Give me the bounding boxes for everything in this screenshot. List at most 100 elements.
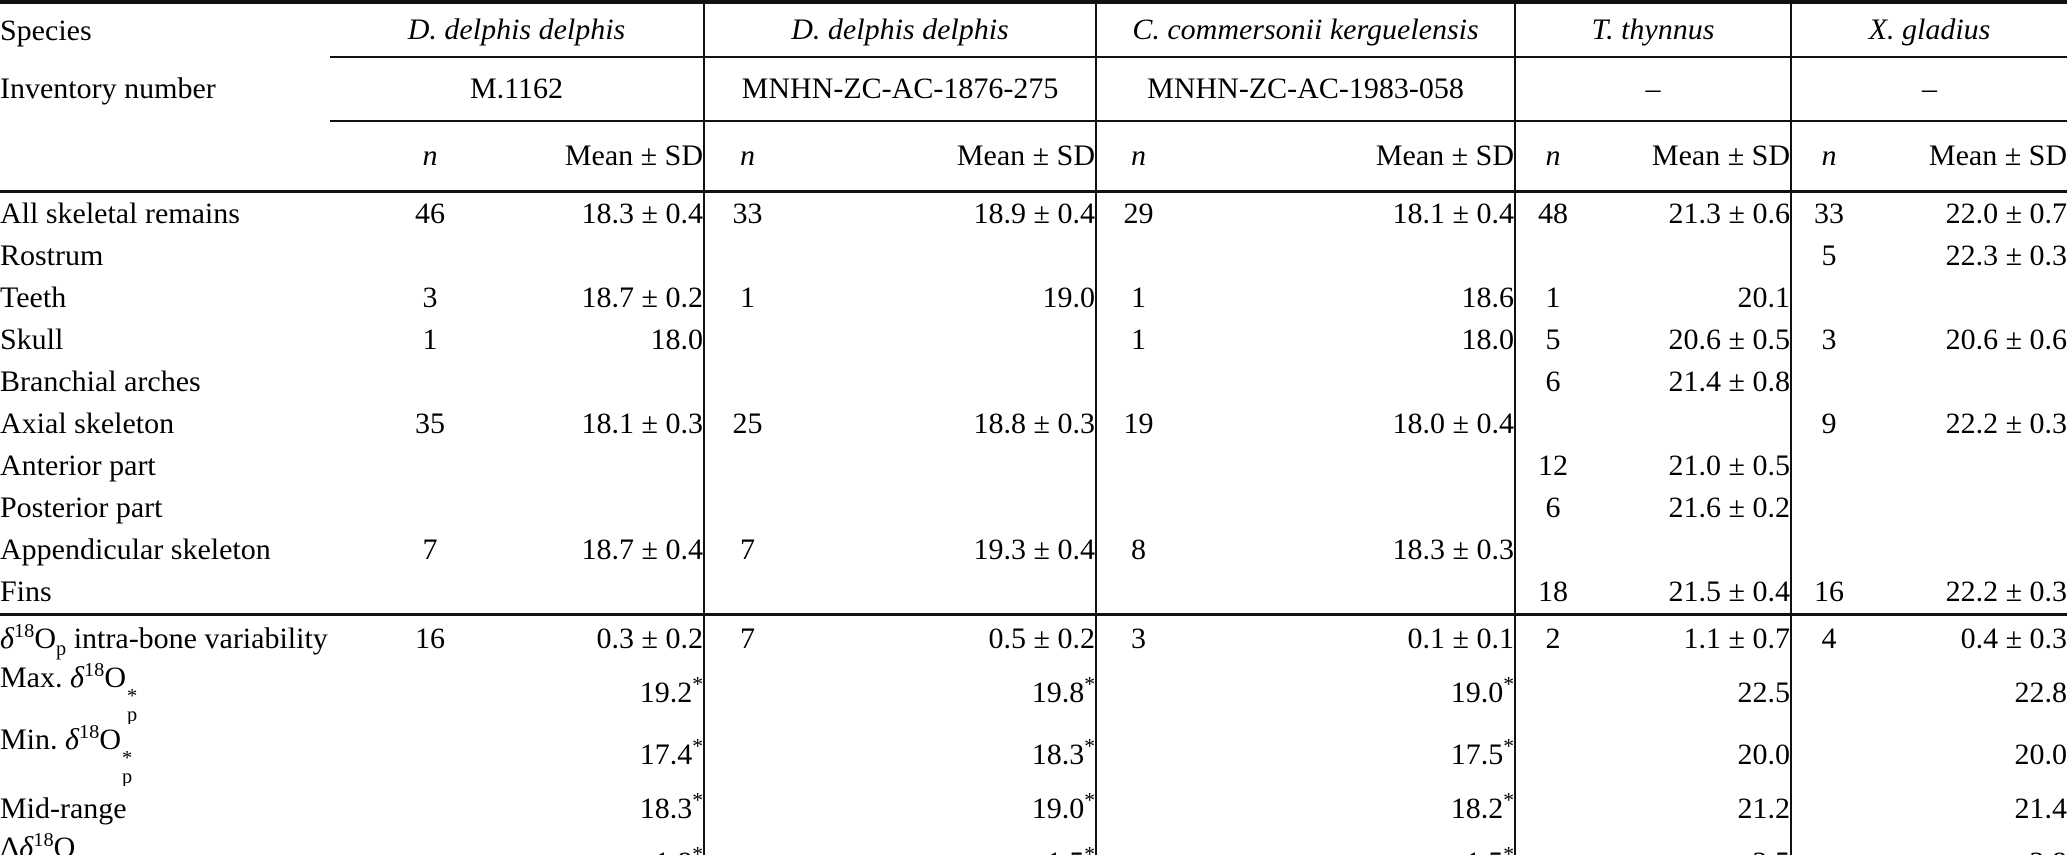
n-value: 35 — [415, 407, 445, 441]
mean-sd-column-header: Mean ± SD — [530, 121, 705, 193]
n-column-header: n — [1515, 121, 1590, 193]
n-value — [330, 445, 530, 487]
row-label: Anterior part — [0, 449, 156, 483]
mean-sd-value: 1.1 ± 0.7 — [1590, 614, 1793, 662]
n-value — [704, 724, 790, 786]
n-value — [704, 571, 790, 616]
mean-sd-value: 18.3 ± 0.4 — [530, 191, 705, 235]
mean-sd-value: 22.3 ± 0.3 — [1945, 239, 2067, 273]
row-label: Branchial arches — [0, 365, 201, 399]
mean-sd-value — [790, 571, 1097, 616]
mean-sd-value: 19.0* — [1180, 662, 1516, 725]
table-row: δ18Op intra-bone variability 16 0.3 ± 0.2 7… — [0, 614, 2067, 662]
mean-sd-value: 21.4 — [2014, 792, 2067, 826]
species-name-4: T. thynnus — [1515, 0, 1793, 58]
n-value — [1791, 832, 1867, 855]
row-label: δ18Op intra-bone variability — [0, 620, 328, 661]
n-value — [1096, 571, 1180, 616]
n-value — [1515, 832, 1590, 855]
mean-sd-value — [1866, 445, 2067, 487]
n-value: 1 — [740, 281, 755, 315]
row-label: Fins — [0, 571, 330, 616]
mean-sd-value: 21.6 ± 0.2 — [1590, 487, 1793, 529]
table-row: Fins 18 21.5 ± 0.4 16 22.2 ± 0.3 — [0, 571, 2067, 616]
inventory-row-label: Inventory number — [0, 72, 216, 106]
mean-sd-value — [1180, 487, 1516, 529]
n-value: 7 — [740, 622, 755, 656]
n-value: 7 — [740, 533, 755, 567]
n-value: 5 — [1821, 239, 1837, 273]
row-label: Appendicular skeleton — [0, 533, 271, 567]
mean-sd-value — [530, 487, 705, 529]
table-row: Min. δ18O * p 17.4* 18.3* 17.5* 20.0 20.0 — [0, 724, 2067, 787]
n-value — [330, 571, 530, 616]
n-value — [704, 786, 790, 832]
subheader-empty — [0, 121, 330, 193]
row-label: Mid-range — [0, 792, 127, 826]
mean-sd-value: 20.1 — [1590, 277, 1793, 319]
n-value — [1096, 361, 1180, 403]
n-value: 25 — [732, 407, 763, 441]
n-value — [1791, 487, 1866, 529]
n-value: 33 — [1814, 197, 1845, 231]
mean-sd-value: 2.8 — [1866, 832, 2067, 855]
table-row: Appendicular skeleton 7 18.7 ± 0.4 7 19.3 ± … — [0, 529, 2067, 571]
mean-sd-value: 18.8 ± 0.3 — [790, 403, 1097, 445]
mean-sd-value: 18.0 — [1180, 319, 1516, 361]
n-value — [1096, 662, 1180, 724]
mean-sd-value — [1180, 235, 1516, 277]
row-label: Axial skeleton — [0, 407, 175, 441]
mean-sd-value — [530, 445, 705, 487]
mean-sd-column-header: Mean ± SD — [1180, 121, 1516, 193]
mean-sd-value: 19.2* — [530, 662, 705, 725]
species-name-1: D. delphis delphis — [330, 0, 705, 58]
inventory-number-2: MNHN-ZC-AC-1876-275 — [704, 57, 1097, 122]
mean-sd-value — [790, 445, 1097, 487]
mean-sd-value — [1866, 487, 2067, 529]
table-row: Max. δ18O * p 19.2* 19.8* 19.0* 22.5 22.8 — [0, 662, 2067, 725]
n-value — [704, 832, 790, 855]
mean-sd-column-header: Mean ± SD — [1866, 121, 2067, 193]
row-label: Teeth — [0, 281, 67, 315]
mean-sd-value: 0.3 ± 0.2 — [530, 614, 705, 662]
mean-sd-value — [790, 487, 1097, 529]
table-row: Axial skeleton 35 18.1 ± 0.3 25 18.8 ± 0.3 19… — [0, 403, 2067, 445]
species-name-3: C. commersonii kerguelensis — [1096, 0, 1516, 58]
mean-sd-value: 22.8 — [2014, 676, 2067, 710]
table-row: All skeletal remains 46 18.3 ± 0.4 33 18.9 ±… — [0, 191, 2067, 235]
row-label: All skeletal remains — [0, 197, 240, 231]
n-value — [1096, 724, 1180, 786]
n-value: 7 — [422, 533, 438, 567]
n-column-header: n — [330, 121, 530, 193]
inventory-number-5: – — [1791, 57, 2067, 122]
table-row: Δδ18O*p 1.8* 1.5* 1.5* 2.5 2.8 — [0, 832, 2067, 855]
n-value — [330, 361, 530, 403]
mean-sd-value: 22.2 ± 0.3 — [1866, 571, 2067, 616]
mean-sd-value: 19.8* — [790, 662, 1097, 725]
mean-sd-value — [1866, 277, 2067, 319]
n-value — [330, 724, 530, 786]
n-column-header: n — [1096, 121, 1180, 193]
n-value — [330, 786, 530, 832]
mean-sd-value — [1866, 529, 2067, 571]
table-row: Anterior part 12 21.0 ± 0.5 — [0, 445, 2067, 487]
mean-sd-value — [530, 361, 705, 403]
mean-sd-value: 21.0 ± 0.5 — [1590, 445, 1793, 487]
mean-sd-value: 18.3* — [530, 786, 705, 833]
mean-sd-column-header: Mean ± SD — [1590, 121, 1793, 193]
n-value: 33 — [732, 197, 763, 231]
mean-sd-value: 20.0 — [1590, 724, 1793, 787]
mean-sd-value: 0.5 ± 0.2 — [790, 614, 1097, 662]
mean-sd-value — [1180, 571, 1516, 616]
mean-sd-value: 18.0 — [530, 319, 705, 361]
row-label: Posterior part — [0, 491, 163, 525]
mean-sd-value — [1590, 529, 1793, 571]
n-value — [704, 662, 790, 724]
mean-sd-value — [530, 571, 705, 616]
n-value — [1791, 529, 1866, 571]
mean-sd-value — [790, 235, 1097, 277]
n-value — [1791, 361, 1866, 403]
n-value: 1 — [1545, 281, 1561, 315]
n-value — [1791, 724, 1866, 786]
